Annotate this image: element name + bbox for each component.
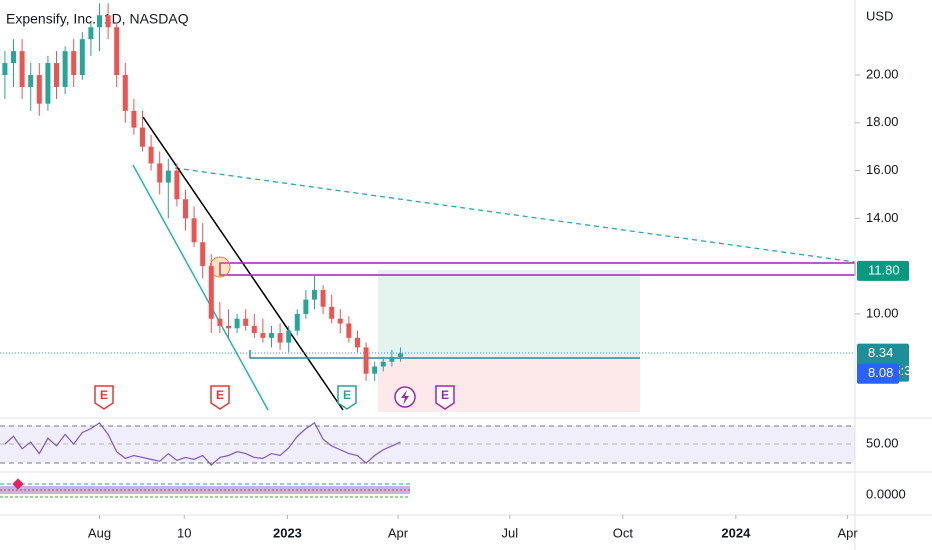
channel-line [132, 164, 269, 411]
x-tick-label: Aug [88, 525, 111, 540]
candle-body [131, 110, 137, 128]
candle-body [303, 299, 309, 314]
candle-body [140, 127, 145, 147]
candle-body [311, 290, 317, 300]
event-label: E [216, 388, 224, 402]
candle-body [389, 356, 395, 362]
x-tick-label: Apr [838, 525, 859, 540]
candle-body [2, 63, 8, 76]
currency: USD [866, 8, 893, 23]
candle-body [320, 290, 326, 307]
x-tick-label: 10 [177, 525, 191, 540]
candle-body [71, 51, 77, 76]
price-tag-label: 8.34 [868, 345, 893, 360]
candle-body [11, 51, 17, 64]
event-flag [210, 385, 230, 410]
candle-body [165, 170, 171, 183]
candle-body [191, 218, 197, 243]
loss-zone [378, 360, 640, 412]
x-tick-label: 2023 [273, 525, 302, 540]
alert-tag [857, 363, 899, 384]
candle-body [251, 325, 257, 334]
candle-body [354, 337, 360, 348]
candle-body [54, 63, 60, 87]
y-tick-label: 10.00 [866, 305, 899, 320]
candle-body [277, 333, 283, 343]
candle-body [200, 242, 206, 267]
profit-zone [378, 270, 640, 360]
alert-tag-label: 8.08 [868, 365, 893, 380]
candle-body [105, 15, 111, 28]
candle-body [182, 199, 188, 219]
candle-body [88, 27, 94, 40]
candle-body [286, 330, 292, 343]
y-tick-label: 18.00 [866, 114, 899, 129]
candle-body [36, 75, 42, 104]
dividend-bolt [401, 390, 409, 405]
candle-body [114, 27, 120, 76]
event-label: E [343, 388, 351, 402]
price-tag-label: 11.80 [868, 262, 900, 277]
event-label: E [100, 388, 108, 402]
oscillator-tick-label: 0.0000 [866, 486, 906, 501]
rsi-line [4, 422, 401, 466]
oscillator [0, 478, 410, 498]
candle-body [268, 333, 274, 338]
x-tick-label: Apr [388, 525, 409, 540]
y-tick-label: 20.00 [866, 66, 899, 81]
candle-body [337, 318, 343, 324]
rsi-tick-label: 50.00 [866, 435, 899, 450]
candle-body [363, 347, 369, 374]
candle-body [79, 39, 85, 76]
candle-body [397, 353, 403, 357]
candle-body [243, 318, 249, 326]
candle-body [208, 266, 214, 319]
candle-body [294, 313, 300, 331]
x-tick-label: Jul [501, 525, 518, 540]
x-tick-label: Oct [613, 525, 634, 540]
candle-body [372, 366, 378, 374]
candle-body [122, 75, 128, 111]
price-tag [857, 260, 909, 281]
candle-body [45, 63, 51, 104]
candle-body [62, 51, 68, 87]
y-tick-label: 16.00 [866, 162, 899, 177]
event-flag [435, 385, 455, 410]
candle-body [97, 15, 103, 28]
candle-body [346, 323, 352, 338]
event-label: E [441, 388, 449, 402]
candle-body [260, 333, 266, 338]
candle-body [234, 318, 240, 329]
candle-body [157, 163, 163, 183]
candle-body [380, 361, 386, 367]
dashed-trendline [174, 167, 856, 263]
candle-body [225, 325, 231, 329]
candle-body [329, 306, 335, 319]
candle-body [174, 170, 180, 200]
event-flag [337, 385, 357, 410]
x-tick-label: 2024 [721, 525, 751, 540]
candle-body [148, 146, 154, 164]
y-tick-label: 14.00 [866, 210, 899, 225]
candle-body [19, 51, 25, 87]
candle-body [217, 318, 223, 326]
event-flag [94, 385, 114, 410]
candle-body [28, 75, 34, 87]
